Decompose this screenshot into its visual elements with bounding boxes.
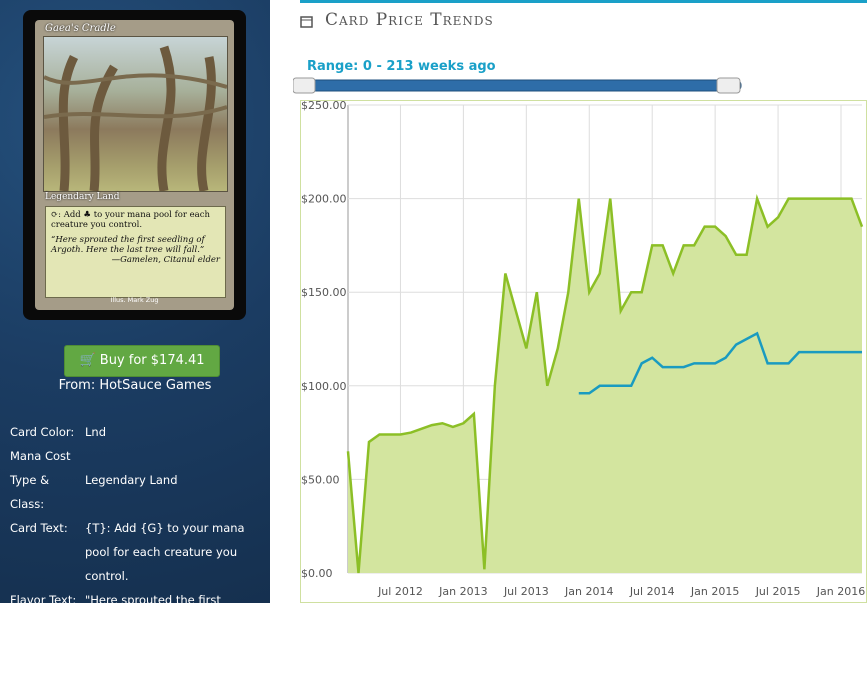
- x-tick-label: Jan 2014: [564, 585, 613, 598]
- x-tick-label: Jan 2013: [438, 585, 487, 598]
- x-tick-label: Jul 2012: [377, 585, 423, 598]
- detail-row: Type & Class: Legendary Land: [10, 468, 265, 516]
- trees: [58, 45, 216, 191]
- x-tick-label: Jul 2013: [503, 585, 549, 598]
- detail-row: Mana Cost: [10, 444, 265, 468]
- card-name: Gaea's Cradle: [45, 23, 116, 34]
- art-drawing: [44, 45, 227, 191]
- rules-text: ⟳: Add ♣ to your mana pool for each crea…: [51, 210, 210, 230]
- y-tick-label: $250.00: [301, 99, 347, 112]
- y-tick-label: $100.00: [301, 380, 347, 393]
- card-panel: Gaea's Cradle Legendary Land ⟳: Add ♣ to…: [0, 0, 270, 679]
- card-text-box: ⟳: Add ♣ to your mana pool for each crea…: [45, 206, 226, 298]
- buy-label: Buy for $174.41: [99, 353, 205, 368]
- range-slider[interactable]: [293, 79, 742, 92]
- detail-value: Legendary Land: [85, 473, 178, 487]
- x-tick-label: Jul 2015: [755, 585, 801, 598]
- card-image: Gaea's Cradle Legendary Land ⟳: Add ♣ to…: [23, 10, 246, 320]
- detail-value: {T}: Add {G} to your mana pool for each …: [85, 521, 245, 583]
- detail-label: Card Text:: [10, 521, 68, 535]
- section-title: Card Price Trends: [325, 10, 494, 30]
- card-art: [43, 36, 228, 192]
- detail-label: Flavor Text:: [10, 593, 77, 607]
- y-tick-label: $0.00: [301, 567, 333, 580]
- price-chart: $0.00 $50.00 $100.00 $150.00 $200.00 $250.00 J…: [293, 77, 867, 603]
- detail-label: Type & Class:: [10, 473, 50, 511]
- detail-row: Flavor Text: "Here sprouted the first see…: [10, 588, 265, 684]
- detail-label: Mana Cost: [10, 449, 71, 463]
- x-tick-label: Jan 2015: [690, 585, 739, 598]
- detail-row: Card Color: Lnd: [10, 420, 265, 444]
- flavor-text: “Here sprouted the first seedling of Arg…: [51, 235, 205, 255]
- top-rule: [300, 0, 867, 3]
- card-type: Legendary Land: [45, 192, 120, 202]
- price-line: [346, 193, 864, 574]
- card-frame: Gaea's Cradle Legendary Land ⟳: Add ♣ to…: [35, 20, 234, 310]
- detail-row: Card Text: {T}: Add {G} to your mana pool…: [10, 516, 265, 588]
- x-tick-label: Jan 2016: [816, 585, 865, 598]
- detail-value: Lnd: [85, 425, 106, 439]
- seller: From: HotSauce Games: [58, 378, 212, 393]
- slider-handle[interactable]: [716, 77, 741, 94]
- detail-label: Card Color:: [10, 425, 75, 439]
- y-tick-label: $50.00: [301, 473, 340, 486]
- price-line: [578, 331, 862, 395]
- y-tick-label: $150.00: [301, 286, 347, 299]
- x-tick-label: Jul 2014: [629, 585, 675, 598]
- detail-value: "Here sprouted the first seedling of Arg…: [85, 593, 249, 679]
- y-tick-label: $200.00: [301, 193, 347, 206]
- page: Gaea's Cradle Legendary Land ⟳: Add ♣ to…: [0, 0, 867, 603]
- calendar-icon: [300, 16, 313, 28]
- branches: [44, 73, 227, 119]
- buy-button[interactable]: 🛒 Buy for $174.41: [64, 345, 220, 377]
- range-label: Range: 0 - 213 weeks ago: [307, 59, 496, 74]
- flavor-author: —Gamelen, Citanul elder: [111, 255, 220, 265]
- slider-handle[interactable]: [293, 77, 316, 94]
- illustrator: Illus. Mark Zug: [110, 296, 159, 304]
- card-details: Card Color: Lnd Mana Cost Type & Class: Lege…: [10, 420, 265, 684]
